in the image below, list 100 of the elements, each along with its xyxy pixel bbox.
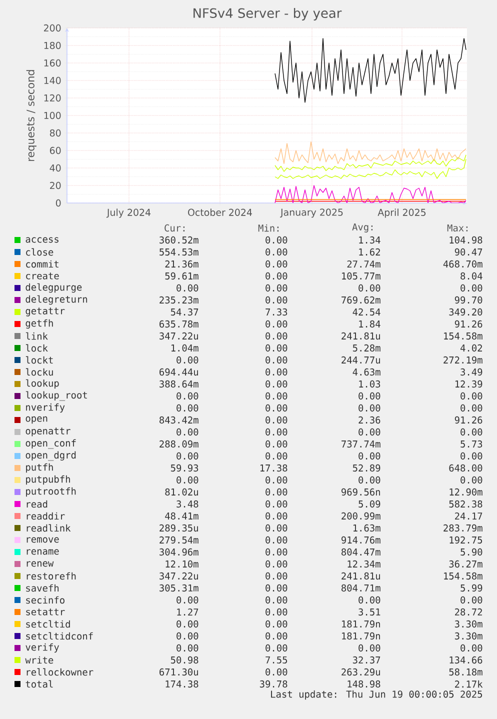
text: 27.74m [347, 260, 380, 268]
text: 0.00 [266, 620, 288, 628]
text: 0.00 [266, 476, 288, 484]
legend-label: commit [26, 260, 58, 268]
text: 0.00 [176, 620, 198, 628]
text: 1.84 [359, 320, 380, 328]
text: 104.98 [450, 236, 482, 244]
text: 12.90m [450, 488, 482, 496]
text: 8.04 [460, 272, 482, 280]
text: 769.62m [342, 296, 380, 304]
legend-label: lock [26, 344, 48, 352]
text: 241.81u [342, 572, 380, 580]
text: 694.44u [160, 368, 198, 376]
text: 0.00 [460, 404, 482, 412]
text: 804.47m [342, 548, 380, 556]
text: 0.00 [176, 596, 198, 604]
y-tick-label: 20 [50, 182, 61, 190]
x-tick-label: April 2025 [378, 208, 426, 218]
text: 0.00 [176, 404, 198, 412]
text: 914.76m [342, 536, 380, 544]
legend-label: open_conf [26, 439, 76, 449]
y-tick-label: 200 [44, 24, 61, 32]
text: 0.00 [460, 428, 482, 436]
text: 349.20 [449, 308, 482, 316]
text: 192.75 [450, 536, 482, 544]
text: 0.00 [266, 416, 288, 424]
text: 0.00 [266, 488, 288, 496]
text: 2.36 [358, 416, 380, 424]
text: 0.00 [358, 284, 380, 292]
text: 737.74m [342, 440, 380, 448]
y-tick-label: 120 [44, 94, 61, 102]
text: 59.93 [170, 464, 198, 472]
text: 0.00 [266, 524, 288, 532]
text: 0.00 [266, 392, 288, 400]
legend-label: read [26, 500, 48, 508]
text: Min: [258, 224, 279, 232]
text: 0.00 [266, 260, 288, 268]
text: 648.00 [449, 464, 482, 472]
text: 305.31m [160, 584, 198, 592]
text: 1.03 [359, 380, 380, 388]
y-tick-label: 180 [44, 42, 61, 50]
text: 0.00 [266, 452, 288, 460]
y-tick-label: 80 [50, 129, 61, 137]
text: 99.70 [454, 296, 482, 304]
text: 32.37 [352, 656, 380, 664]
text: 289.35u [160, 524, 198, 532]
legend-label: savefh [26, 584, 59, 592]
text: 0.00 [266, 632, 288, 640]
text: 0.00 [266, 380, 288, 388]
text: 279.54m [160, 536, 198, 544]
text: 12.10m [166, 560, 198, 568]
legend-label: lookup_root [26, 391, 87, 401]
text: 0.00 [176, 476, 198, 484]
text: 360.52m [160, 236, 198, 244]
text: 17.38 [260, 464, 288, 472]
text: 36.27m [449, 560, 482, 568]
text: 181.79n [342, 632, 380, 640]
text: 1.34 [359, 236, 380, 244]
legend-label: create [26, 272, 59, 280]
text: 154.58m [444, 332, 482, 340]
text: 388.64m [160, 380, 198, 388]
text: 3.30m [454, 620, 482, 628]
text: 0.00 [176, 632, 198, 640]
legend-label: lookup [26, 379, 59, 389]
text: 241.81u [342, 332, 380, 340]
text: 7.55 [266, 656, 288, 664]
legend-label: setcltid [26, 620, 70, 628]
text: 288.09m [160, 440, 198, 448]
text: 0.00 [266, 644, 288, 652]
x-tick-label: January 2025 [280, 208, 343, 218]
text: 105.77m [342, 272, 380, 280]
text: 263.29u [342, 668, 380, 676]
text: 283.79m [444, 524, 482, 532]
text: 0.00 [266, 332, 288, 340]
chart-title: NFSv4 Server - by year [194, 8, 342, 20]
text: 54.37 [170, 308, 198, 316]
legend-label: setattr [26, 608, 65, 616]
text: 244.77u [342, 356, 380, 364]
text: 347.22u [160, 332, 198, 340]
text: 0.00 [266, 572, 288, 580]
legend-label: open_dgrd [26, 451, 76, 461]
text: 5.73 [460, 440, 482, 448]
text: 5.90 [460, 548, 482, 556]
text: 0.00 [266, 320, 288, 328]
text: 3.51 [358, 608, 380, 616]
text: 4.63m [352, 368, 380, 376]
text: 3.48 [176, 500, 198, 508]
y-tick-label: 100 [44, 112, 61, 120]
text: 154.58m [444, 572, 482, 580]
legend-label: remove [26, 537, 59, 543]
text: 0.00 [358, 644, 380, 652]
text: 91.26 [454, 320, 482, 328]
text: 148.98 [348, 680, 380, 688]
legend-label: total [26, 680, 53, 688]
text: 42.54 [352, 308, 380, 316]
legend-label: rellockowner [26, 668, 94, 676]
text: 0.00 [460, 284, 482, 292]
legend-label: delegpurge [26, 283, 82, 293]
text: 0.00 [266, 512, 288, 520]
text: 582.38 [449, 500, 482, 508]
